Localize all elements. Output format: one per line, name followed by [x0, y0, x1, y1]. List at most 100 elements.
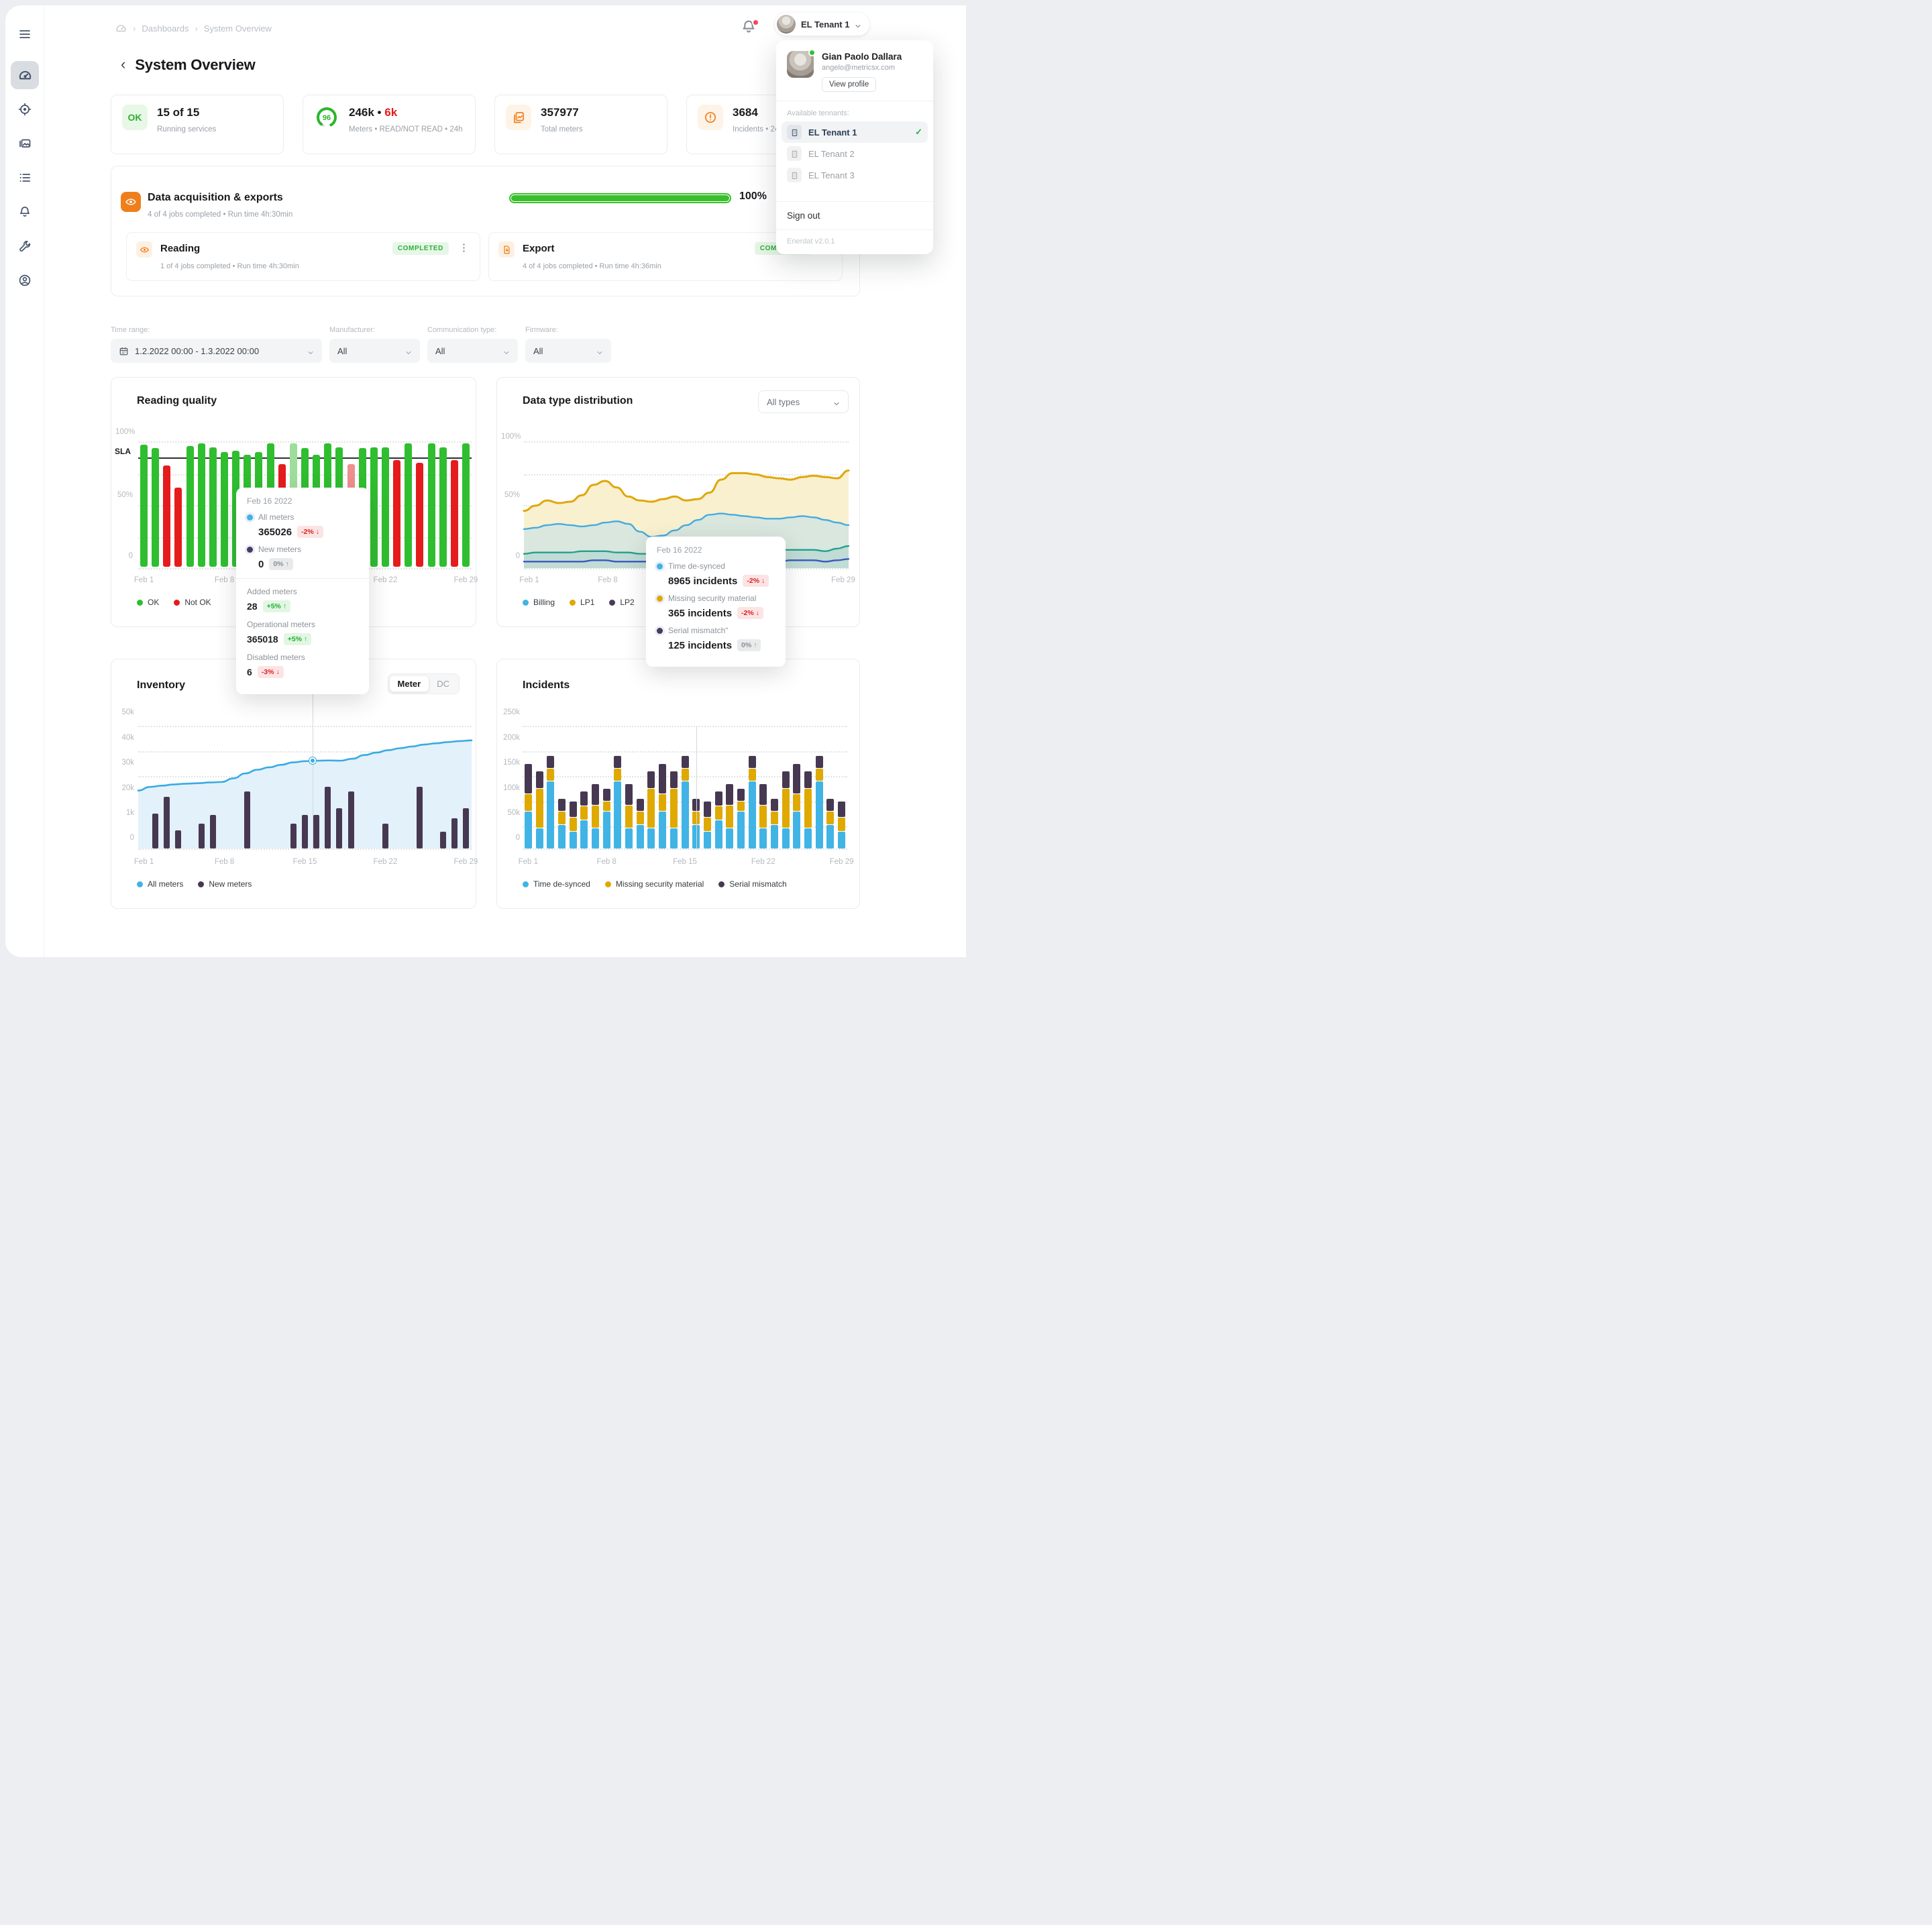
job-card-reading[interactable]: Reading COMPLETED ⋮ 1 of 4 jobs complete…	[126, 232, 480, 281]
back-button[interactable]: ‹	[121, 55, 126, 72]
incidents-stacked-bar[interactable]	[815, 756, 823, 848]
arrow-icon: ↓	[755, 609, 759, 617]
sign-out-button[interactable]: Sign out	[787, 211, 820, 221]
incidents-stacked-bar[interactable]	[625, 783, 633, 848]
reading-bar[interactable]	[393, 459, 401, 567]
new-meters-bar[interactable]	[417, 787, 423, 848]
reading-bar[interactable]	[209, 447, 217, 567]
reading-bar[interactable]	[152, 448, 160, 567]
incidents-stacked-bar[interactable]	[669, 771, 678, 848]
reading-bar[interactable]	[174, 487, 182, 567]
incidents-stacked-bar[interactable]	[647, 771, 655, 848]
incidents-stacked-bar[interactable]	[759, 783, 767, 848]
incidents-stacked-bar[interactable]	[826, 799, 835, 848]
incidents-stacked-bar[interactable]	[591, 783, 599, 848]
reading-bar[interactable]	[405, 443, 413, 567]
sidebar-item-account[interactable]	[11, 266, 39, 294]
reading-bar[interactable]	[221, 452, 229, 567]
filter-select-communication-type[interactable]: All	[427, 339, 518, 363]
reading-bar[interactable]	[450, 459, 458, 567]
filter-select-firmware[interactable]: All	[525, 339, 611, 363]
incidents-stacked-bar[interactable]	[535, 771, 543, 848]
sidebar-item-explore[interactable]	[11, 95, 39, 123]
reading-bar[interactable]	[416, 462, 424, 567]
incidents-stacked-bar[interactable]	[614, 756, 622, 848]
incidents-stacked-bar[interactable]	[547, 756, 555, 848]
incidents-stacked-bar[interactable]	[804, 771, 812, 848]
filter-select-time-range[interactable]: 1.2.2022 00:00 - 1.3.2022 00:00	[111, 339, 322, 363]
new-meters-bar[interactable]	[325, 787, 331, 848]
new-meters-bar[interactable]	[152, 814, 159, 848]
reading-bar[interactable]	[186, 445, 194, 567]
new-meters-bar[interactable]	[302, 815, 308, 848]
new-meters-bar[interactable]	[462, 808, 469, 848]
incidents-stacked-bar[interactable]	[748, 756, 756, 848]
reading-bar[interactable]	[370, 447, 378, 567]
reading-bar[interactable]	[462, 443, 470, 567]
new-meters-bar[interactable]	[290, 824, 297, 848]
stat-card[interactable]: 357977 Total meters	[494, 95, 667, 154]
incidents-stacked-bar[interactable]	[714, 791, 722, 848]
incidents-stacked-bar[interactable]	[771, 799, 779, 848]
incidents-stacked-bar[interactable]	[580, 791, 588, 848]
menu-icon[interactable]	[11, 20, 39, 48]
incidents-stacked-bar[interactable]	[659, 763, 667, 848]
reading-bar[interactable]	[439, 447, 447, 567]
sidebar-item-list[interactable]	[11, 164, 39, 192]
new-meters-bar[interactable]	[382, 824, 388, 848]
incidents-stacked-bar[interactable]	[681, 756, 689, 848]
toggle-dc[interactable]: DC	[437, 679, 449, 689]
incidents-stacked-bar[interactable]	[524, 763, 532, 848]
new-meters-bar[interactable]	[164, 797, 170, 848]
reading-bar[interactable]	[140, 444, 148, 567]
reading-bar[interactable]	[197, 443, 205, 567]
new-meters-bar[interactable]	[244, 791, 251, 848]
incidents-stacked-bar[interactable]	[602, 789, 610, 848]
breadcrumb-dashboards[interactable]: Dashboards	[142, 23, 189, 34]
new-meters-bar[interactable]	[451, 818, 458, 848]
view-profile-button[interactable]: View profile	[822, 77, 877, 92]
new-meters-bar[interactable]	[175, 830, 182, 848]
sidebar-item-gallery[interactable]	[11, 129, 39, 158]
new-meters-bar[interactable]	[209, 815, 216, 848]
tenant-switcher[interactable]: EL Tenant 1	[775, 13, 870, 36]
incidents-stacked-bar[interactable]	[569, 801, 577, 848]
legend-item: Serial mismatch	[718, 879, 787, 889]
filter-select-manufacturer[interactable]: All	[329, 339, 420, 363]
sidebar-item-alerts[interactable]	[11, 198, 39, 226]
stat-card[interactable]: OK 15 of 15 Running services	[111, 95, 284, 154]
toggle-meter[interactable]: Meter	[389, 676, 429, 692]
x-axis-label: Feb 1	[518, 858, 539, 866]
reading-bar[interactable]	[381, 447, 389, 567]
data-type-select[interactable]: All types	[758, 390, 849, 413]
new-meters-bar[interactable]	[347, 791, 354, 848]
stat-card[interactable]: 96 246k • 6k Meters • READ/NOT READ • 24h	[303, 95, 476, 154]
kebab-menu-icon[interactable]: ⋮	[459, 242, 469, 254]
incidents-stacked-bar[interactable]	[726, 783, 734, 848]
sidebar-item-tools[interactable]	[11, 232, 39, 260]
sidebar-item-dashboard[interactable]	[11, 61, 39, 89]
tenant-item[interactable]: EL Tenant 3	[782, 164, 928, 186]
incidents-stacked-bar[interactable]	[703, 801, 711, 848]
new-meters-bar[interactable]	[439, 832, 446, 848]
tooltip-value: 28	[247, 601, 258, 612]
notifications-button[interactable]	[741, 19, 761, 39]
tenant-item[interactable]: EL Tenant 2	[782, 143, 928, 164]
building-icon	[787, 125, 802, 140]
incidents-stacked-bar[interactable]	[793, 763, 801, 848]
home-icon[interactable]	[115, 23, 127, 34]
new-meters-bar[interactable]	[198, 824, 205, 848]
incidents-stacked-bar[interactable]	[557, 799, 566, 848]
new-meters-bar[interactable]	[313, 815, 320, 848]
reading-bar[interactable]	[163, 465, 171, 567]
reading-bar[interactable]	[427, 443, 435, 567]
incidents-stacked-bar[interactable]	[636, 799, 644, 848]
reading-bar[interactable]	[232, 451, 240, 567]
incidents-stacked-bar[interactable]	[782, 771, 790, 848]
tenant-item[interactable]: EL Tenant 1 ✓	[782, 121, 928, 143]
stat-value: 357977	[541, 106, 579, 119]
alert-icon	[698, 105, 723, 130]
incidents-stacked-bar[interactable]	[737, 789, 745, 848]
incidents-stacked-bar[interactable]	[838, 801, 846, 848]
new-meters-bar[interactable]	[336, 808, 343, 848]
